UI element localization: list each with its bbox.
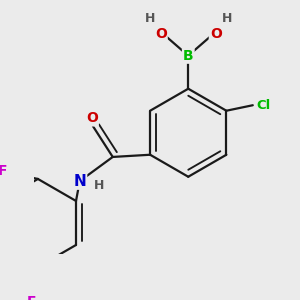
Text: F: F — [27, 295, 36, 300]
Text: O: O — [86, 111, 98, 125]
Text: O: O — [210, 27, 222, 41]
Text: F: F — [0, 164, 8, 178]
Text: O: O — [155, 27, 167, 41]
Text: B: B — [183, 49, 194, 63]
Text: H: H — [94, 179, 105, 192]
Text: N: N — [73, 174, 86, 189]
Text: Cl: Cl — [257, 99, 271, 112]
Text: H: H — [145, 12, 155, 25]
Text: H: H — [222, 12, 232, 25]
